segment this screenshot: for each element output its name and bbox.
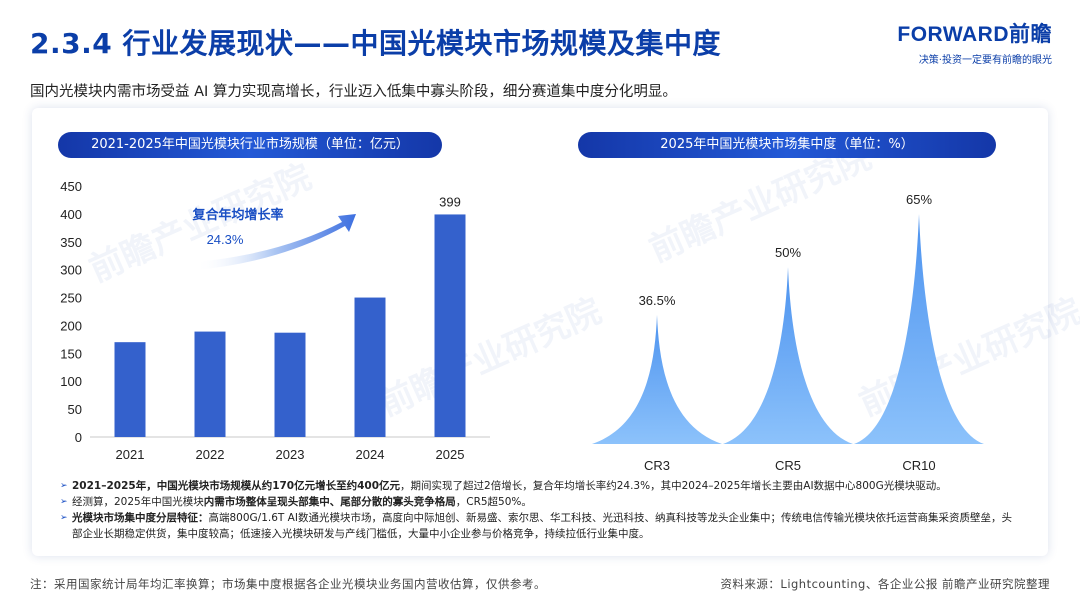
footer-source: 资料来源：Lightcounting、各企业公报 前瞻产业研究院整理: [720, 577, 1050, 591]
bullet-text: 高端800G/1.6T AI数通光模块市场，高度向中际旭创、新易盛、索尔思、华工…: [72, 512, 1012, 540]
bar: [434, 214, 466, 437]
bullet-item: ➢ 经测算，2025年中国光模块内需市场整体呈现头部集中、尾部分散的寡头竞争格局，…: [60, 494, 1020, 510]
data-label: 65%: [906, 192, 932, 207]
logo-tagline: 决策·投资一定要有前瞻的眼光: [918, 55, 1052, 66]
y-tick-label: 150: [60, 346, 82, 361]
arrow-bullet-icon: ➢: [60, 481, 68, 491]
concentration-peak: [854, 214, 984, 444]
bullet-bold: 2021–2025年，中国光模块市场规模从约170亿元增长至约400亿元: [72, 480, 401, 492]
bar: [274, 332, 306, 437]
footer-note: 注：采用国家统计局年均汇率换算；市场集中度根据各企业光模块业务国内营收估算，仅供…: [30, 577, 546, 591]
y-tick-label: 350: [60, 235, 82, 250]
y-tick-label: 200: [60, 318, 82, 333]
x-tick-label: CR5: [775, 458, 801, 473]
growth-arrow-icon: [196, 214, 356, 270]
bar: [114, 342, 146, 437]
cagr-label: 复合年均增长率: [191, 207, 283, 223]
bullet-item: ➢ 光模块市场集中度分层特征：高端800G/1.6T AI数通光模块市场，高度向中…: [60, 510, 1020, 542]
x-tick-label: 2025: [436, 447, 465, 462]
market-size-bar-chart: 0 50 100 150 200 250 300 350 400 450 2021 2022 2023 2…: [60, 179, 490, 462]
cagr-value: 24.3%: [207, 232, 244, 247]
arrow-bullet-icon: ➢: [60, 497, 68, 507]
arrow-bullet-icon: ➢: [60, 513, 68, 523]
bullet-item: ➢ 2021–2025年，中国光模块市场规模从约170亿元增长至约400亿元，期间…: [60, 478, 1020, 494]
bar: [354, 297, 386, 437]
bullet-bold: 光模块市场集中度分层特征：: [72, 512, 209, 524]
page-title: 2.3.4 行业发展现状——中国光模块市场规模及集中度: [30, 27, 721, 60]
bullet-text: ，期间实现了超过2倍增长，复合年均增长率约24.3%，其中2024–2025年增…: [400, 480, 947, 492]
data-label: 399: [439, 194, 461, 209]
x-tick-label: 2023: [276, 447, 305, 462]
bullet-text: 经测算，2025年中国光模块: [72, 496, 204, 508]
y-tick-label: 100: [60, 374, 82, 389]
x-tick-label: CR10: [902, 458, 935, 473]
y-tick-label: 450: [60, 179, 82, 194]
x-tick-label: CR3: [644, 458, 670, 473]
bullet-text: ，CR5超50%。: [455, 496, 532, 508]
concentration-chart: 36.5% CR3 50% CR5 65% CR10: [592, 192, 984, 473]
x-tick-label: 2022: [196, 447, 225, 462]
page-subtitle: 国内光模块内需市场受益 AI 算力实现高增长，行业迈入低集中寡头阶段，细分赛道集…: [30, 84, 677, 100]
y-tick-label: 300: [60, 263, 82, 278]
bullet-list: ➢ 2021–2025年，中国光模块市场规模从约170亿元增长至约400亿元，期间…: [60, 478, 1020, 542]
concentration-peak: [592, 314, 722, 444]
concentration-chart-title: 2025年中国光模块市场集中度（单位：%）: [578, 132, 996, 158]
data-label: 50%: [775, 245, 801, 260]
y-tick-label: 0: [75, 430, 82, 445]
y-tick-label: 250: [60, 291, 82, 306]
y-tick-label: 400: [60, 207, 82, 222]
data-label: 36.5%: [639, 293, 676, 308]
brand-logo: FORWARD前瞻 决策·投资一定要有前瞻的眼光: [897, 18, 1052, 66]
bar: [194, 331, 226, 437]
logo-text: FORWARD前瞻: [897, 23, 1052, 46]
x-tick-label: 2021: [116, 447, 145, 462]
y-tick-label: 50: [68, 402, 82, 417]
bullet-bold: 内需市场整体呈现头部集中、尾部分散的寡头竞争格局: [203, 496, 456, 508]
bar-chart-title: 2021-2025年中国光模块行业市场规模（单位：亿元）: [58, 132, 442, 158]
concentration-peak: [723, 267, 853, 444]
x-tick-label: 2024: [356, 447, 385, 462]
